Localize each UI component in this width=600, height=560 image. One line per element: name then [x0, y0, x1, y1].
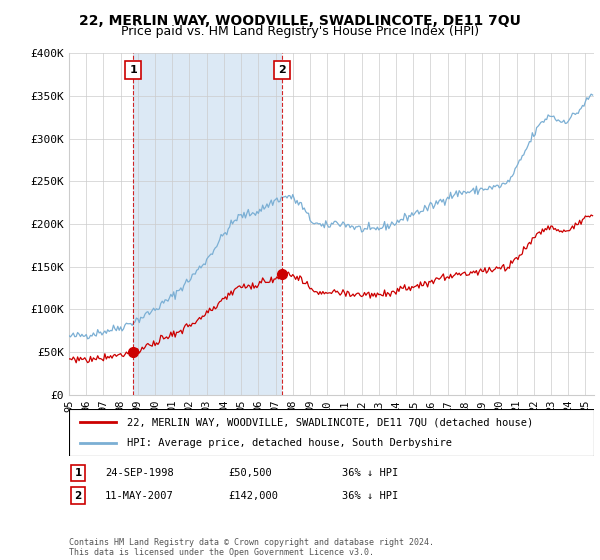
Text: Price paid vs. HM Land Registry's House Price Index (HPI): Price paid vs. HM Land Registry's House … — [121, 25, 479, 38]
FancyBboxPatch shape — [69, 409, 594, 456]
Text: £142,000: £142,000 — [228, 491, 278, 501]
Text: 36% ↓ HPI: 36% ↓ HPI — [342, 468, 398, 478]
Text: 22, MERLIN WAY, WOODVILLE, SWADLINCOTE, DE11 7QU: 22, MERLIN WAY, WOODVILLE, SWADLINCOTE, … — [79, 14, 521, 28]
Text: HPI: Average price, detached house, South Derbyshire: HPI: Average price, detached house, Sout… — [127, 438, 452, 448]
Text: 36% ↓ HPI: 36% ↓ HPI — [342, 491, 398, 501]
Text: £50,500: £50,500 — [228, 468, 272, 478]
Text: 2: 2 — [278, 66, 286, 75]
Text: 1: 1 — [130, 66, 137, 75]
Text: 11-MAY-2007: 11-MAY-2007 — [105, 491, 174, 501]
Text: Contains HM Land Registry data © Crown copyright and database right 2024.
This d: Contains HM Land Registry data © Crown c… — [69, 538, 434, 557]
Text: 22, MERLIN WAY, WOODVILLE, SWADLINCOTE, DE11 7QU (detached house): 22, MERLIN WAY, WOODVILLE, SWADLINCOTE, … — [127, 417, 533, 427]
Text: 24-SEP-1998: 24-SEP-1998 — [105, 468, 174, 478]
Text: 1: 1 — [74, 468, 82, 478]
Text: 2: 2 — [74, 491, 82, 501]
Bar — [133, 53, 282, 395]
